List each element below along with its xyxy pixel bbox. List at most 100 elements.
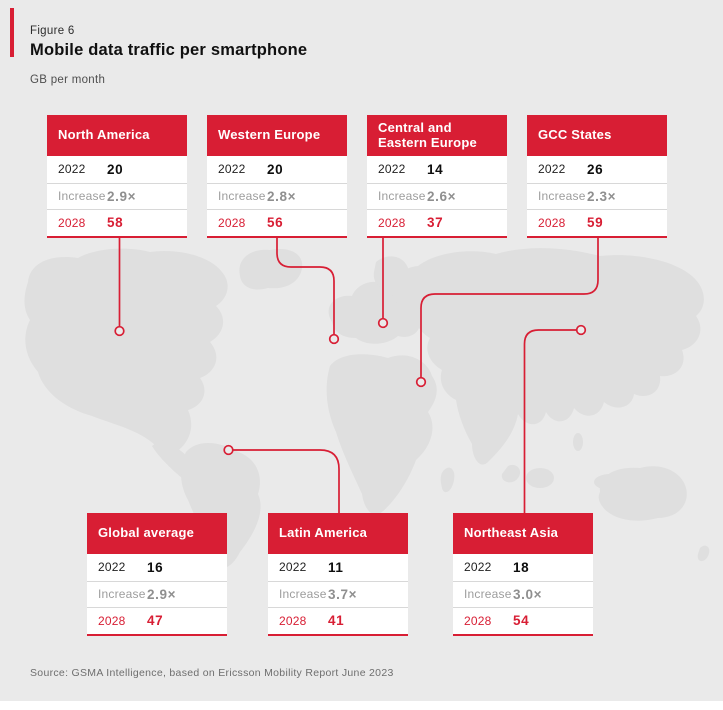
row-label: 2028 [218,215,246,230]
row-label: 2028 [464,613,492,628]
map-marker-gcc-states [415,376,427,388]
figure-unit-label: GB per month [30,74,106,86]
row-2022: 2022 20 [47,156,187,183]
region-name: GCC States [538,127,612,143]
row-value: 41 [328,613,345,629]
row-label: Increase [218,189,266,204]
row-value: 11 [328,559,344,575]
row-2022: 2022 14 [367,156,507,183]
row-value: 47 [147,613,164,629]
region-central-america [152,440,197,482]
row-label: 2028 [538,215,566,230]
region-scandinavia [373,256,409,289]
row-2022: 2022 11 [268,554,408,581]
row-increase: Increase 2.9× [47,182,187,210]
row-label: 2022 [218,162,246,177]
row-value: 58 [107,215,124,231]
island-britain [342,298,353,312]
row-increase: Increase 2.6× [367,182,507,210]
row-value: 59 [587,215,604,231]
region-name: Western Europe [218,127,321,143]
row-value: 26 [587,161,604,177]
row-value: 2.6× [427,188,457,204]
region-name: Northeast Asia [464,525,559,541]
region-card-header: North America [47,115,187,156]
region-name: Latin America [279,525,368,541]
row-label: 2022 [464,560,492,575]
row-label: 2022 [538,162,566,177]
row-label: 2028 [58,215,86,230]
row-value: 20 [107,161,124,177]
connector-western-europe [276,238,335,334]
row-value: 56 [267,215,284,231]
region-card-latin-america: Latin America 2022 11 Increase 3.7× 2028 41 [268,513,408,636]
region-name: North America [58,127,150,143]
row-value: 37 [427,215,444,231]
connector-gcc-states [420,238,599,377]
accent-bar [10,8,14,57]
row-increase: Increase 2.8× [207,182,347,210]
region-card-central-eastern-europe: Central and Eastern Europe 2022 14 Increa… [367,115,507,238]
row-value: 54 [513,613,530,629]
row-label: Increase [378,189,426,204]
row-2028: 2028 37 [367,209,507,236]
row-label: 2022 [378,162,406,177]
region-card-global-average: Global average 2022 16 Increase 2.9× 2028 4… [87,513,227,636]
island-borneo [526,468,554,488]
map-marker-latin-america [223,444,234,456]
row-value: 3.0× [513,586,543,602]
row-value: 18 [513,559,530,575]
row-label: 2028 [98,613,126,628]
island-madagascar [440,467,455,493]
region-card-header: GCC States [527,115,667,156]
region-card-gcc-states: GCC States 2022 26 Increase 2.3× 2028 59 [527,115,667,238]
row-2028: 2028 56 [207,209,347,236]
region-card-header: Latin America [268,513,408,554]
row-value: 14 [427,161,444,177]
row-label: Increase [538,189,586,204]
continent-north-america [24,248,228,457]
region-card-northeast-asia: Northeast Asia 2022 18 Increase 3.0× 2028 5… [453,513,593,636]
row-2022: 2022 26 [527,156,667,183]
region-card-north-america: North America 2022 20 Increase 2.9× 2028 58 [47,115,187,238]
island-japan [641,334,661,365]
figure-title: Mobile data traffic per smartphone [30,41,308,59]
region-name: Global average [98,525,195,541]
island-new-zealand [697,545,710,562]
row-label: 2028 [378,215,406,230]
row-label: Increase [98,587,146,602]
row-2028: 2028 54 [453,607,593,634]
row-2028: 2028 58 [47,209,187,236]
source-note: Source: GSMA Intelligence, based on Eric… [30,667,394,679]
region-card-header: Global average [87,513,227,554]
row-2028: 2028 47 [87,607,227,634]
row-2028: 2028 41 [268,607,408,634]
region-card-header: Western Europe [207,115,347,156]
row-value: 2.9× [147,586,177,602]
continent-australia [598,466,687,521]
row-label: 2022 [58,162,86,177]
row-value: 2.8× [267,188,297,204]
connector-latin-america [233,449,340,513]
row-increase: Increase 2.9× [87,580,227,608]
row-2028: 2028 59 [527,209,667,236]
map-marker-central-eastern-europe [377,317,389,329]
row-increase: Increase 3.7× [268,580,408,608]
row-label: 2028 [279,613,307,628]
row-label: Increase [58,189,106,204]
region-card-header: Central and Eastern Europe [367,115,507,156]
connector-northeast-asia [523,329,576,513]
figure-label: Figure 6 [30,25,75,37]
row-value: 16 [147,559,164,575]
row-increase: Increase 3.0× [453,580,593,608]
island-philippines [573,433,583,451]
row-label: Increase [279,587,327,602]
row-value: 2.3× [587,188,617,204]
row-value: 2.9× [107,188,137,204]
island-sumatra [501,464,521,483]
region-name: Central and Eastern Europe [378,119,477,150]
row-2022: 2022 20 [207,156,347,183]
row-increase: Increase 2.3× [527,182,667,210]
row-2022: 2022 18 [453,554,593,581]
